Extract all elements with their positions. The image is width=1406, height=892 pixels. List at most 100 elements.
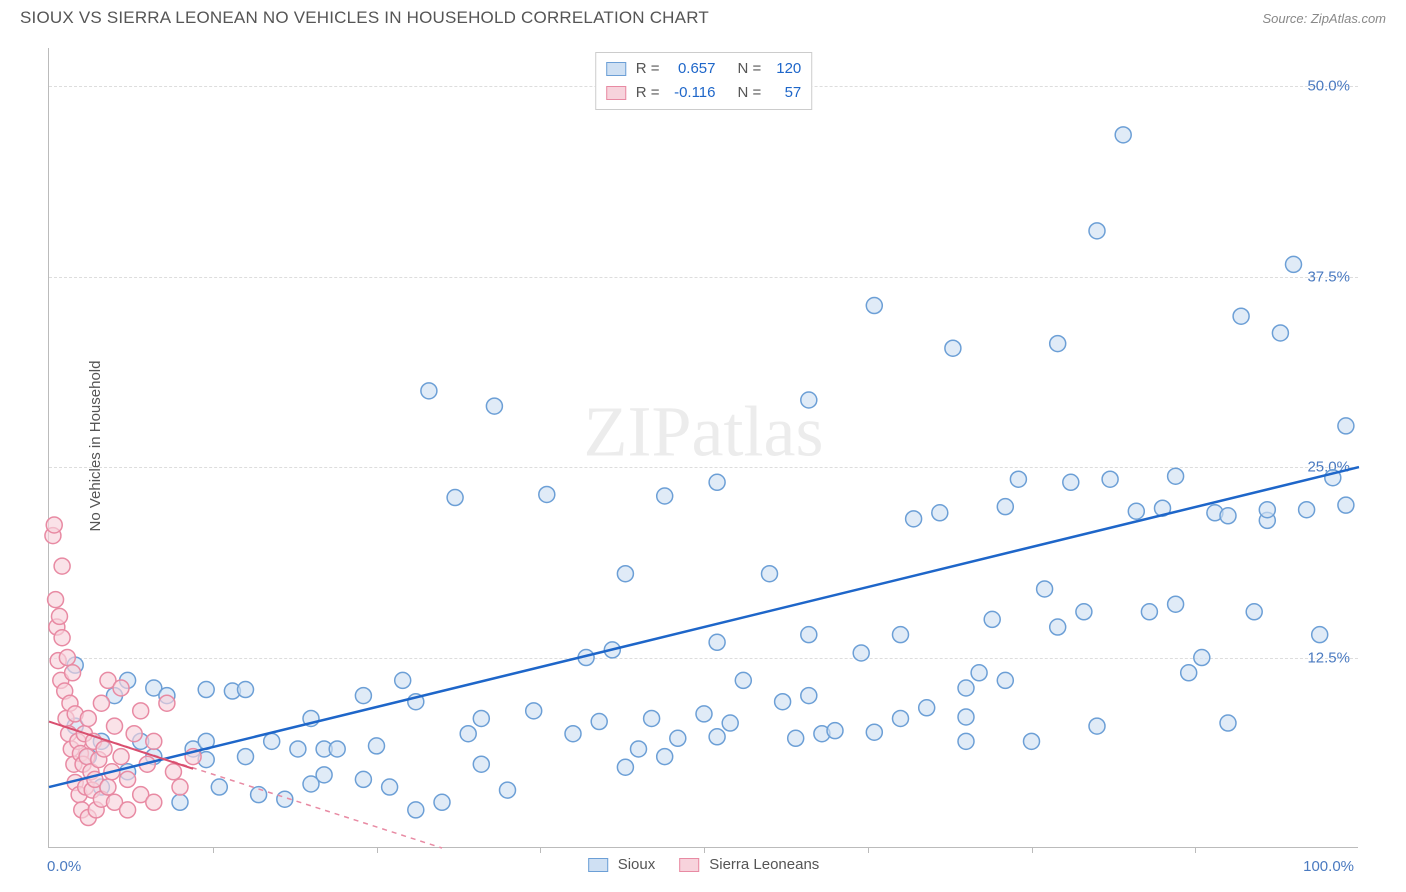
data-point [709,474,725,490]
data-point [473,710,489,726]
legend-label: Sioux [618,856,656,873]
data-point [958,680,974,696]
data-point [46,517,62,533]
data-point [984,611,1000,627]
data-point [408,802,424,818]
regression-line [49,467,1359,787]
data-point [93,695,109,711]
data-point [762,566,778,582]
data-point [617,759,633,775]
stats-box: R =0.657 N =120R =-0.116 N =57 [595,52,813,110]
data-point [1246,604,1262,620]
data-point [1089,223,1105,239]
data-point [316,767,332,783]
stat-n-label: N = [738,81,762,105]
data-point [159,695,175,711]
stat-n-value: 120 [767,57,801,81]
data-point [48,592,64,608]
legend-item: Sioux [588,856,656,873]
data-point [1076,604,1092,620]
data-point [146,733,162,749]
data-point [945,340,961,356]
data-point [54,558,70,574]
data-point [1194,650,1210,666]
x-tick [377,847,378,853]
data-point [696,706,712,722]
data-point [264,733,280,749]
data-point [893,710,909,726]
x-tick [868,847,869,853]
data-point [526,703,542,719]
stat-n-label: N = [738,57,762,81]
data-point [644,710,660,726]
data-point [329,741,345,757]
data-point [709,634,725,650]
data-point [1050,619,1066,635]
data-point [146,794,162,810]
data-point [1050,336,1066,352]
data-point [172,794,188,810]
data-point [172,779,188,795]
data-point [801,627,817,643]
data-point [382,779,398,795]
x-axis-min-label: 0.0% [47,858,81,875]
stat-r-label: R = [636,57,660,81]
data-point [722,715,738,731]
data-point [670,730,686,746]
data-point [631,741,647,757]
data-point [801,392,817,408]
data-point [1220,508,1236,524]
stat-r-value: 0.657 [666,57,716,81]
legend-swatch [679,858,699,872]
data-point [958,709,974,725]
stats-row: R =-0.116N =57 [606,81,802,105]
chart-title: SIOUX VS SIERRA LEONEAN NO VEHICLES IN H… [20,8,709,28]
chart-plot-area: ZIPatlas 12.5%25.0%37.5%50.0% R =0.657N … [48,48,1358,848]
data-point [133,703,149,719]
data-point [126,726,142,742]
data-point [866,724,882,740]
legend: Sioux Sierra Leoneans [588,856,820,873]
scatter-svg [49,48,1358,847]
data-point [919,700,935,716]
data-point [369,738,385,754]
data-point [80,710,96,726]
data-point [238,749,254,765]
legend-item: Sierra Leoneans [679,856,819,873]
chart-header: SIOUX VS SIERRA LEONEAN NO VEHICLES IN H… [0,0,1406,34]
data-point [355,688,371,704]
data-point [591,714,607,730]
data-point [54,630,70,646]
data-point [500,782,516,798]
data-point [65,665,81,681]
data-point [1259,502,1275,518]
data-point [1312,627,1328,643]
data-point [565,726,581,742]
data-point [238,682,254,698]
data-point [290,741,306,757]
data-point [113,680,129,696]
x-tick [1195,847,1196,853]
data-point [735,672,751,688]
data-point [1286,256,1302,272]
data-point [1181,665,1197,681]
data-point [1063,474,1079,490]
data-point [1272,325,1288,341]
data-point [657,749,673,765]
data-point [1102,471,1118,487]
data-point [1141,604,1157,620]
data-point [1338,497,1354,513]
data-point [709,729,725,745]
data-point [617,566,633,582]
stat-n-value: 57 [767,81,801,105]
data-point [447,490,463,506]
data-point [1233,308,1249,324]
data-point [1299,502,1315,518]
data-point [893,627,909,643]
data-point [971,665,987,681]
data-point [1024,733,1040,749]
data-point [434,794,450,810]
stat-r-value: -0.116 [666,81,716,105]
data-point [932,505,948,521]
stats-row: R =0.657 N =120 [606,57,802,81]
